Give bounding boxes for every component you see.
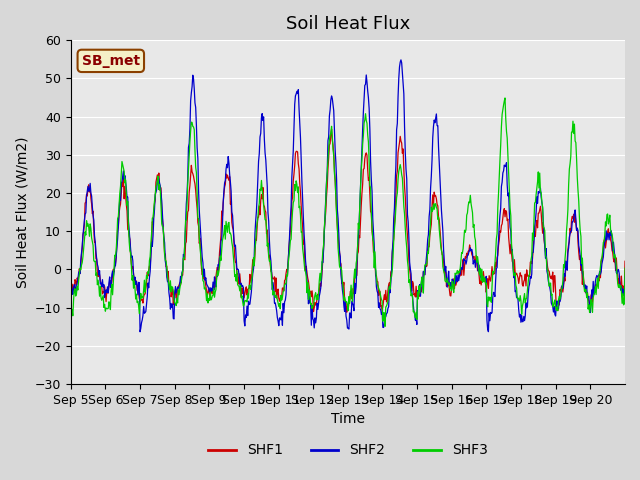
Line: SHF1: SHF1	[70, 129, 625, 312]
SHF2	[132, 282, 140, 288]
SHF1	[234, 271, 241, 276]
Title: Soil Heat Flux: Soil Heat Flux	[285, 15, 410, 33]
SHF3	[437, 243, 445, 249]
SHF1	[406, 272, 414, 277]
SHF3	[132, 296, 140, 302]
SHF2	[283, 273, 291, 279]
SHF2	[397, 57, 404, 63]
SHF1	[261, 208, 269, 214]
SHF3	[261, 217, 269, 223]
SHF3	[381, 324, 389, 329]
SHF1	[67, 289, 74, 295]
SHF1	[282, 271, 290, 276]
SHF2	[621, 274, 629, 279]
Y-axis label: Soil Heat Flux (W/m2): Soil Heat Flux (W/m2)	[15, 136, 29, 288]
SHF3	[282, 281, 290, 287]
SHF3	[406, 277, 413, 283]
SHF2	[136, 329, 144, 335]
SHF1	[621, 258, 629, 264]
SHF2	[67, 295, 74, 301]
SHF2	[438, 207, 445, 213]
SHF2	[234, 267, 242, 273]
SHF3	[621, 265, 629, 271]
SHF1	[438, 246, 445, 252]
Text: SB_met: SB_met	[82, 54, 140, 68]
SHF1	[328, 126, 335, 132]
Legend: SHF1, SHF2, SHF3: SHF1, SHF2, SHF3	[202, 438, 493, 463]
SHF1	[132, 280, 140, 286]
X-axis label: Time: Time	[331, 412, 365, 426]
SHF3	[67, 302, 74, 308]
SHF3	[501, 95, 509, 101]
SHF2	[406, 266, 414, 272]
Line: SHF2: SHF2	[70, 60, 625, 332]
Line: SHF3: SHF3	[70, 98, 625, 326]
SHF2	[262, 157, 269, 163]
SHF3	[234, 282, 241, 288]
SHF1	[343, 310, 351, 315]
